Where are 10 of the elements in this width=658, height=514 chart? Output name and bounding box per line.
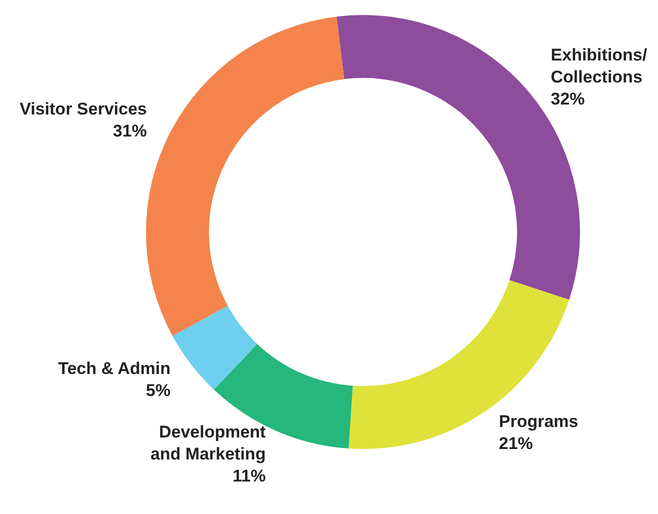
slice-label: Programs [498,412,578,432]
data-label: 21% [498,434,533,454]
slice-label: Development and Marketing [150,422,266,464]
data-label: 11% [232,466,266,486]
data-label: 31% [112,122,147,141]
data-label: 32% [550,89,585,108]
slice-label: Exhibitions/ Collections [550,45,648,86]
slice-label: Tech & Admin [58,358,170,378]
data-label: 5% [146,380,170,400]
slice-label: Visitor Services [20,100,147,119]
